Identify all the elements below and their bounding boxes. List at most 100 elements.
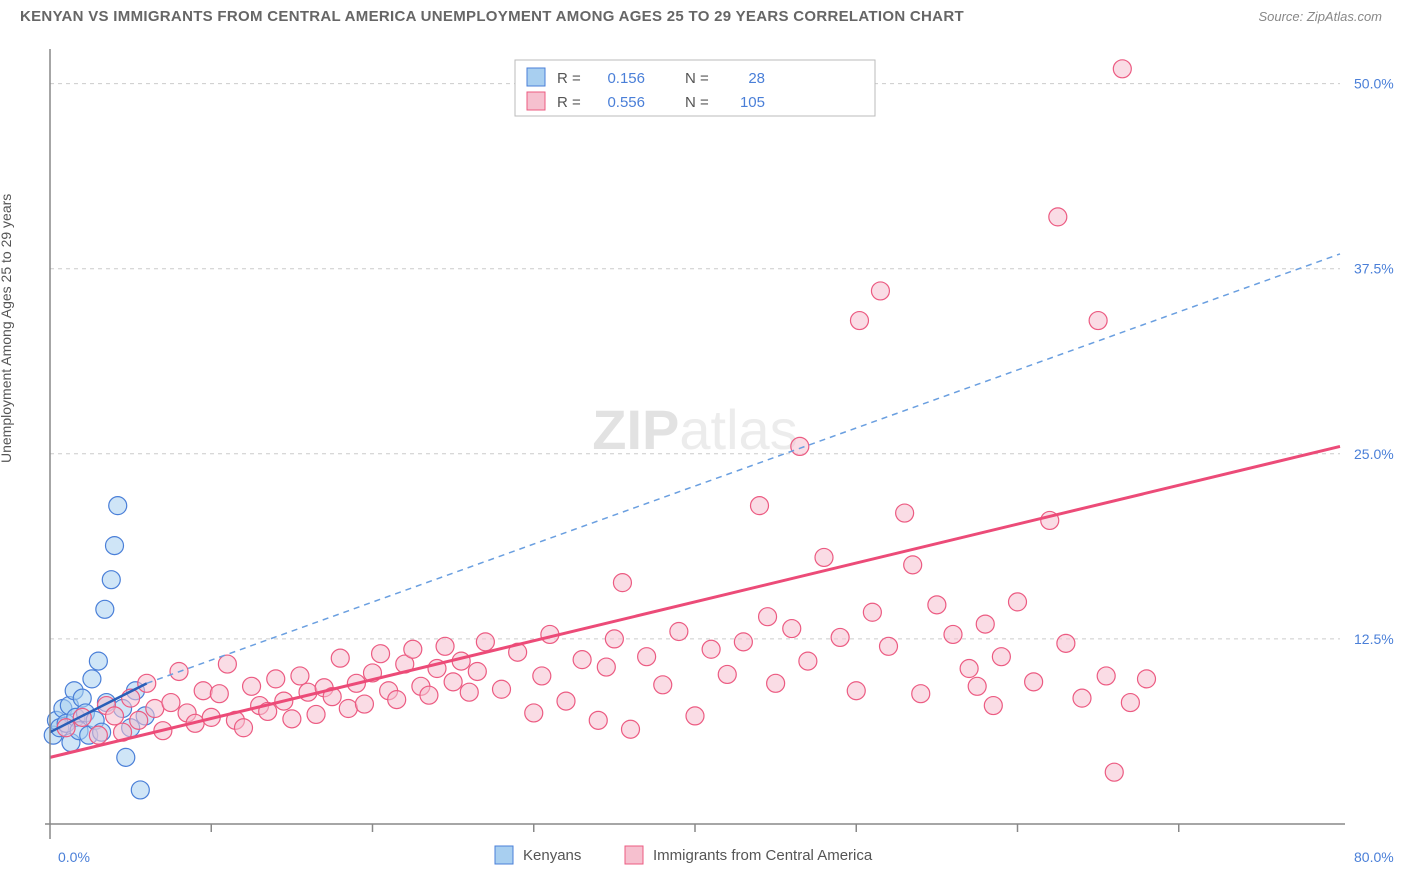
- data-point: [355, 695, 373, 713]
- y-axis-label: Unemployment Among Ages 25 to 29 years: [0, 194, 14, 463]
- data-point: [589, 711, 607, 729]
- data-point: [686, 707, 704, 725]
- data-point: [863, 603, 881, 621]
- data-point: [420, 686, 438, 704]
- y-tick-label: 12.5%: [1354, 631, 1394, 647]
- data-point: [751, 497, 769, 515]
- data-point: [388, 691, 406, 709]
- data-point: [880, 637, 898, 655]
- data-point: [194, 682, 212, 700]
- data-point: [106, 707, 124, 725]
- scatter-chart: 12.5% 25.0% 37.5% 50.0% ZIPatlas 0.0% 80.0% R =…: [0, 34, 1406, 892]
- data-point: [162, 694, 180, 712]
- data-point: [670, 623, 688, 641]
- data-point: [613, 574, 631, 592]
- data-point: [654, 676, 672, 694]
- data-point: [372, 645, 390, 663]
- chart-title: KENYAN VS IMMIGRANTS FROM CENTRAL AMERIC…: [20, 8, 964, 25]
- legend-n-value-blue: 28: [748, 70, 765, 87]
- y-tick-label: 37.5%: [1354, 261, 1394, 277]
- legend-swatch-pink: [527, 92, 545, 110]
- data-point: [436, 637, 454, 655]
- chart-container: Unemployment Among Ages 25 to 29 years 1…: [0, 34, 1406, 892]
- legend-r-value-blue: 0.156: [607, 70, 645, 87]
- bottom-legend-pink: Immigrants from Central America: [653, 847, 873, 864]
- bottom-legend-blue: Kenyans: [523, 847, 581, 864]
- data-point: [1121, 694, 1139, 712]
- data-point: [493, 680, 511, 698]
- data-point: [976, 615, 994, 633]
- bottom-swatch-pink: [625, 846, 643, 864]
- data-point: [850, 312, 868, 330]
- data-point: [605, 630, 623, 648]
- data-point: [468, 662, 486, 680]
- data-point: [102, 571, 120, 589]
- data-point: [218, 655, 236, 673]
- data-point: [283, 710, 301, 728]
- data-point: [573, 651, 591, 669]
- data-point: [944, 625, 962, 643]
- data-point: [597, 658, 615, 676]
- data-point: [992, 648, 1010, 666]
- data-point: [871, 282, 889, 300]
- legend-r-label: R =: [557, 94, 581, 111]
- data-point: [1089, 312, 1107, 330]
- y-tick-label: 50.0%: [1354, 76, 1394, 92]
- data-point: [1049, 208, 1067, 226]
- data-point: [106, 537, 124, 555]
- data-point: [331, 649, 349, 667]
- data-point: [1057, 634, 1075, 652]
- data-point: [984, 697, 1002, 715]
- data-point: [235, 719, 253, 737]
- data-point: [1105, 763, 1123, 781]
- data-point: [1025, 673, 1043, 691]
- data-point: [89, 726, 107, 744]
- data-point: [243, 677, 261, 695]
- x-tick-label: 80.0%: [1354, 849, 1394, 865]
- legend-n-value-pink: 105: [740, 94, 765, 111]
- data-point: [557, 692, 575, 710]
- data-point: [291, 667, 309, 685]
- data-point: [117, 748, 135, 766]
- data-point: [718, 665, 736, 683]
- legend-r-label: R =: [557, 70, 581, 87]
- data-point: [799, 652, 817, 670]
- data-point: [928, 596, 946, 614]
- data-point: [404, 640, 422, 658]
- data-point: [1138, 670, 1156, 688]
- data-point: [1097, 667, 1115, 685]
- data-point: [89, 652, 107, 670]
- data-point: [847, 682, 865, 700]
- legend-n-label: N =: [685, 70, 709, 87]
- data-point: [912, 685, 930, 703]
- data-point: [83, 670, 101, 688]
- data-point: [109, 497, 127, 515]
- trend-line-blue-dashed: [147, 254, 1340, 683]
- data-point: [896, 504, 914, 522]
- data-point: [702, 640, 720, 658]
- legend-r-value-pink: 0.556: [607, 94, 645, 111]
- legend-n-label: N =: [685, 94, 709, 111]
- data-point: [759, 608, 777, 626]
- data-point: [968, 677, 986, 695]
- data-point: [267, 670, 285, 688]
- data-point: [791, 437, 809, 455]
- data-point: [1009, 593, 1027, 611]
- data-point: [815, 548, 833, 566]
- x-tick-label: 0.0%: [58, 849, 90, 865]
- data-point: [1113, 60, 1131, 78]
- data-point: [638, 648, 656, 666]
- data-point: [73, 708, 91, 726]
- data-point: [130, 711, 148, 729]
- data-point: [131, 781, 149, 799]
- data-point: [339, 700, 357, 718]
- data-point: [767, 674, 785, 692]
- data-point: [460, 683, 478, 701]
- data-point: [96, 600, 114, 618]
- y-tick-label: 25.0%: [1354, 446, 1394, 462]
- legend-swatch-blue: [527, 68, 545, 86]
- data-point: [904, 556, 922, 574]
- watermark: ZIPatlas: [592, 398, 797, 461]
- source-label: Source: ZipAtlas.com: [1258, 9, 1382, 24]
- data-point: [960, 660, 978, 678]
